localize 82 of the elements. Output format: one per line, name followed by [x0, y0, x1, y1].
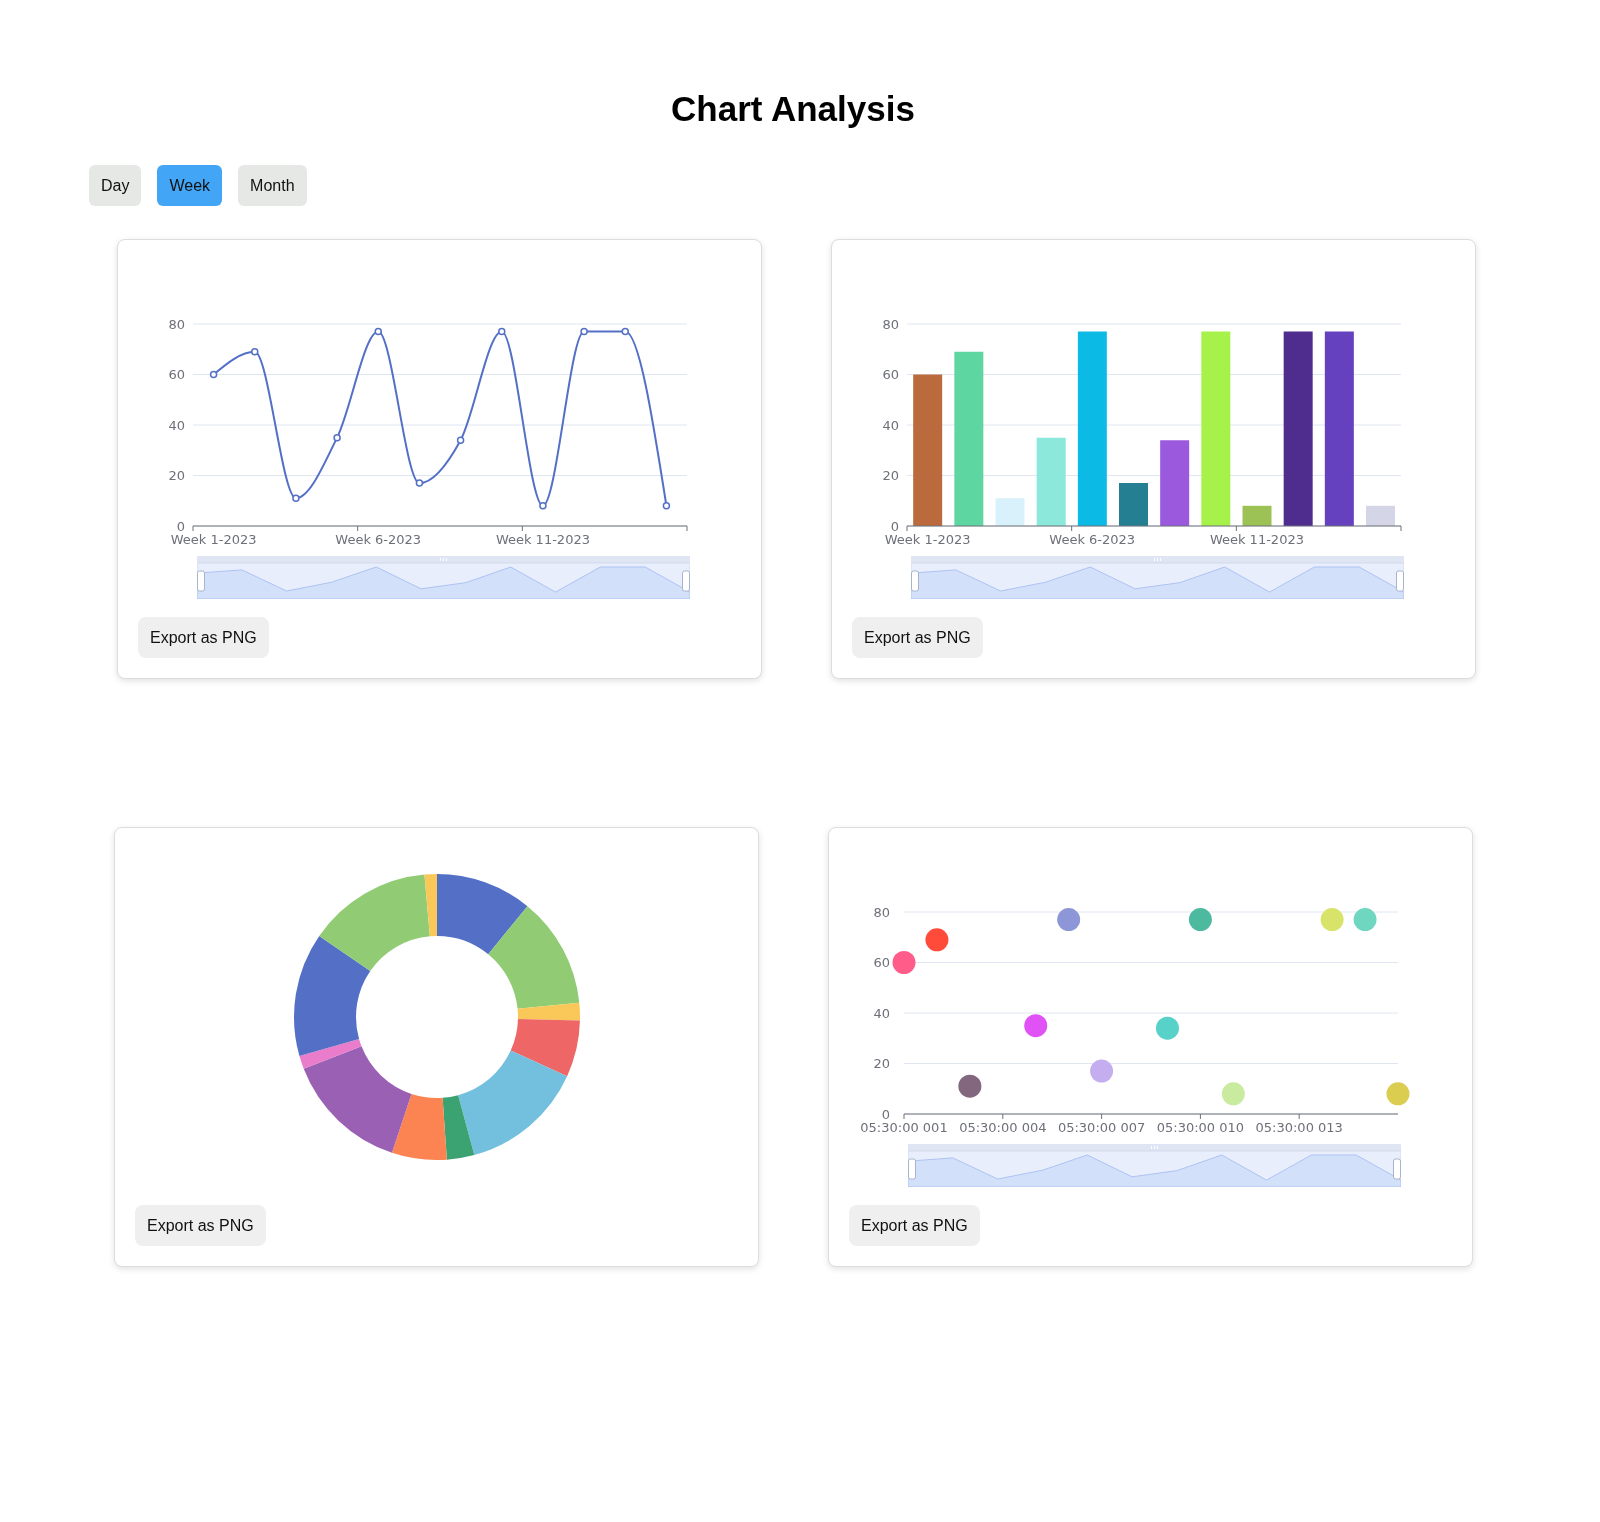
period-button: Day — [89, 165, 142, 206]
point — [958, 1074, 982, 1098]
point — [1057, 908, 1081, 932]
point — [621, 327, 629, 336]
donut-slice — [442, 1095, 475, 1160]
bar — [1366, 505, 1396, 526]
bar — [1160, 440, 1190, 526]
bar — [1201, 331, 1231, 526]
bar — [1283, 331, 1313, 526]
donut-slice — [437, 874, 528, 955]
y-tick-label: 60 — [882, 367, 899, 383]
donut-slice — [424, 874, 437, 937]
point — [580, 327, 588, 336]
point — [892, 951, 916, 974]
point — [1090, 1059, 1114, 1083]
donut-slice — [517, 1002, 580, 1021]
y-tick-label: 60 — [168, 367, 185, 383]
y-tick-label: 20 — [168, 468, 185, 484]
point — [925, 928, 949, 952]
point — [498, 327, 506, 336]
donut-slice — [303, 1046, 412, 1153]
point — [415, 479, 424, 487]
x-tick-label: 05:30:00 001 — [860, 1120, 948, 1136]
bar — [913, 374, 943, 526]
x-tick-label: Week 11-2023 — [1209, 532, 1304, 548]
y-tick-label: 0 — [881, 1106, 890, 1122]
bar — [995, 498, 1025, 526]
y-tick-label: 20 — [882, 468, 899, 484]
x-tick-label: 05:30:00 004 — [959, 1120, 1047, 1136]
export-button: Export as PNG — [852, 617, 983, 658]
y-tick-label: 0 — [890, 518, 899, 534]
donut-slice — [319, 874, 430, 972]
bar — [954, 351, 984, 526]
point — [333, 433, 341, 442]
donut-slice — [299, 1039, 362, 1069]
y-tick-label: 0 — [176, 518, 185, 534]
donut-slice — [458, 1050, 568, 1156]
point — [1024, 1014, 1048, 1038]
bar — [1077, 331, 1107, 526]
y-tick-label: 40 — [882, 417, 899, 433]
y-tick-label: 40 — [873, 1005, 890, 1021]
y-tick-label: 80 — [882, 316, 899, 332]
point — [374, 327, 382, 336]
point — [1320, 908, 1344, 932]
point — [1386, 1082, 1410, 1106]
x-tick-label: Week 6-2023 — [335, 532, 422, 548]
point — [539, 502, 547, 510]
bar — [1119, 483, 1149, 526]
export-button: Export as PNG — [849, 1205, 980, 1246]
donut-slice — [294, 935, 371, 1057]
point — [456, 436, 465, 444]
donut-slice — [391, 1093, 447, 1160]
export-button: Export as PNG — [135, 1205, 266, 1246]
x-tick-label: 05:30:00 013 — [1255, 1120, 1343, 1136]
x-tick-label: Week 11-2023 — [495, 532, 590, 548]
point — [1221, 1082, 1245, 1106]
point — [1353, 908, 1377, 932]
x-tick-label: Week 6-2023 — [1049, 532, 1136, 548]
bar — [1242, 505, 1272, 526]
donut-slice — [488, 906, 580, 1009]
y-tick-label: 40 — [168, 417, 185, 433]
y-tick-label: 80 — [873, 904, 890, 920]
y-tick-label: 60 — [873, 955, 890, 971]
point — [251, 348, 259, 356]
period-button: Week — [157, 165, 223, 206]
period-button: Month — [238, 165, 307, 206]
bar — [1324, 331, 1354, 526]
point — [662, 502, 671, 510]
x-tick-label: 05:30:00 010 — [1156, 1120, 1245, 1136]
x-tick-label: Week 1-2023 — [884, 532, 971, 548]
y-tick-label: 20 — [873, 1056, 890, 1072]
text: Chart Analysis — [671, 89, 915, 128]
point — [209, 370, 218, 379]
x-tick-label: 05:30:00 007 — [1057, 1120, 1146, 1136]
point — [292, 494, 300, 502]
point — [1188, 908, 1212, 932]
export-button: Export as PNG — [138, 617, 269, 658]
bar — [1036, 437, 1066, 526]
x-tick-label: Week 1-2023 — [170, 532, 257, 548]
point — [1155, 1016, 1179, 1040]
y-tick-label: 80 — [168, 316, 185, 332]
donut-slice — [510, 1019, 580, 1077]
